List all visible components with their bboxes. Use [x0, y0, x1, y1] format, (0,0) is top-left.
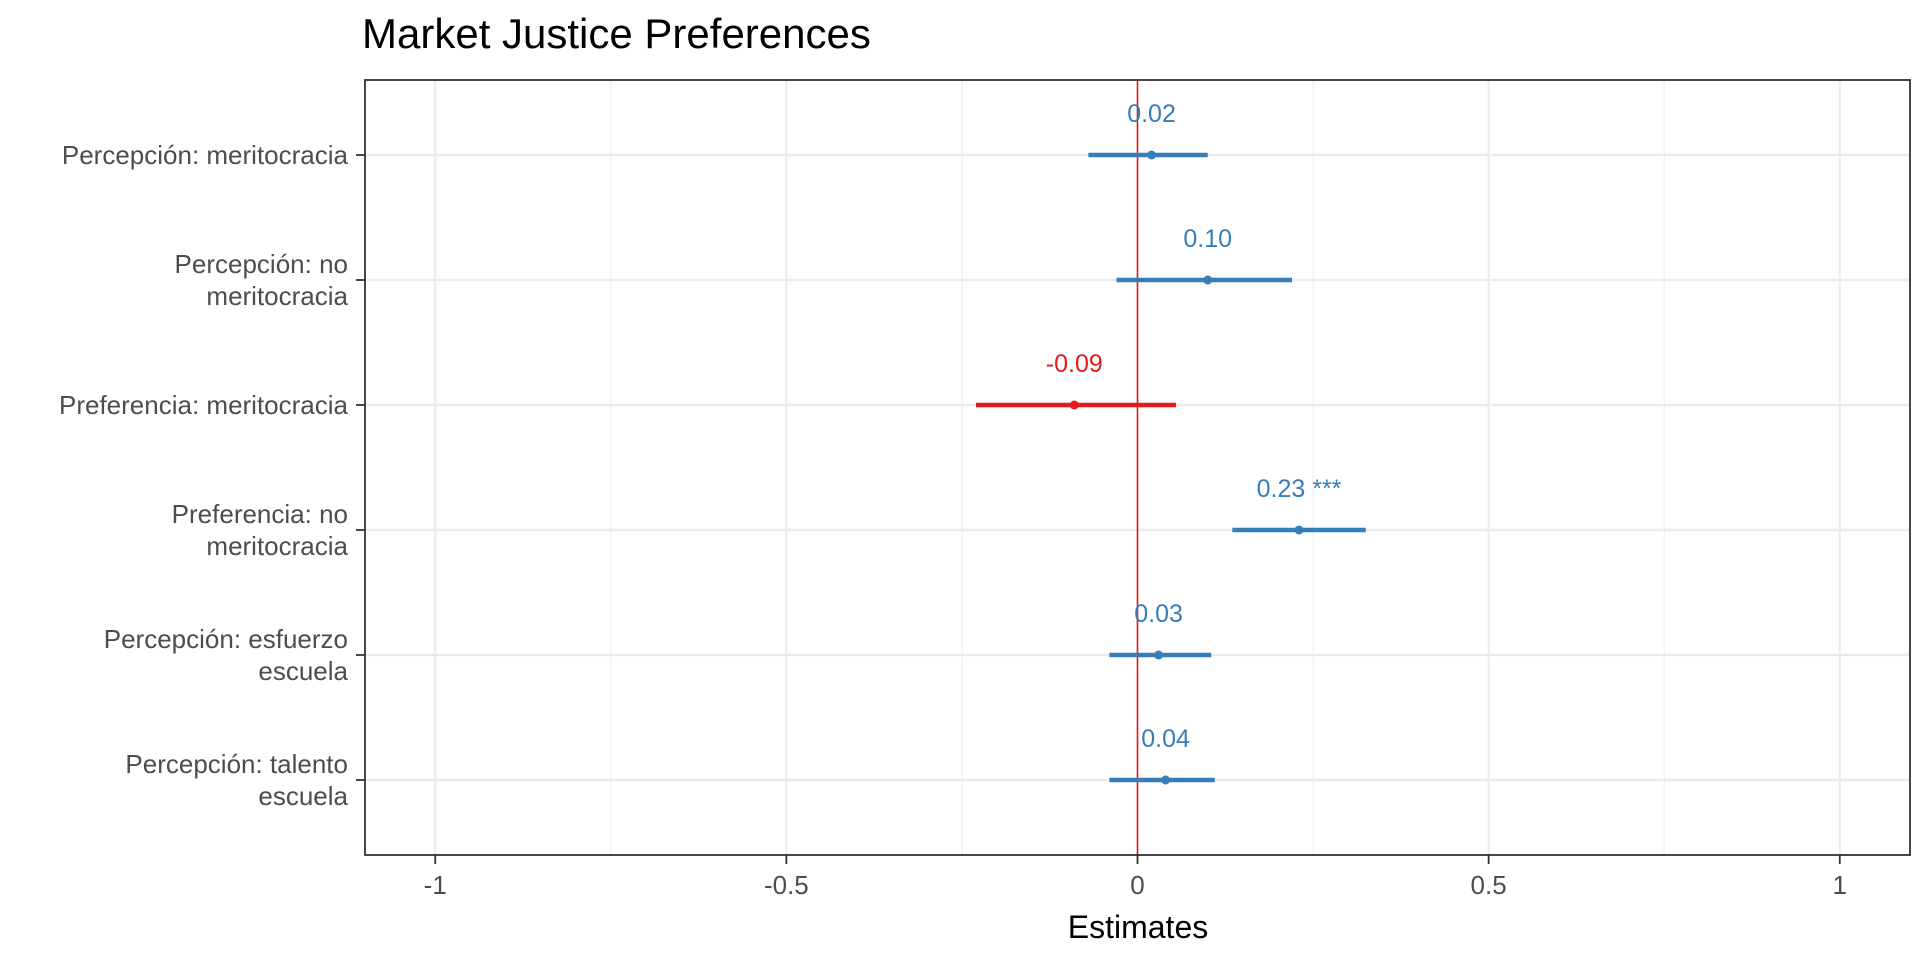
estimate-point: [1154, 650, 1164, 660]
estimate-label: 0.23 ***: [1257, 475, 1342, 503]
estimate-marks: 0.02 0.10 -0.09 0.23 *** 0.03 0.04: [975, 100, 1366, 785]
estimate-point: [1147, 150, 1157, 160]
x-tick-label: -0.5: [764, 870, 809, 900]
y-tick-label: Percepción: esfuerzo escuela: [104, 624, 349, 686]
y-tick-label: Preferencia: no meritocracia: [172, 499, 349, 561]
x-tick-label: -1: [424, 870, 447, 900]
estimate-label: -0.09: [1046, 350, 1103, 378]
y-tick-label: Percepción: talento escuela: [125, 749, 348, 811]
estimate-point: [1069, 400, 1079, 410]
estimate-label: 0.02: [1127, 100, 1176, 128]
estimate-point: [1203, 275, 1213, 285]
x-tick-label: 0.5: [1471, 870, 1507, 900]
y-axis: Percepción: meritocracia Percepción: no me…: [59, 140, 365, 811]
estimate-point: [1161, 775, 1171, 785]
x-tick-label: 0: [1130, 870, 1144, 900]
estimate-label: 0.10: [1183, 225, 1232, 253]
estimate-point: [1294, 525, 1304, 535]
estimate-label: 0.03: [1134, 600, 1183, 628]
chart-title: Market Justice Preferences: [362, 10, 871, 57]
x-axis: -1 -0.5 0 0.5 1: [424, 855, 1847, 900]
y-tick-label: Percepción: no meritocracia: [175, 249, 349, 311]
y-tick-label: Preferencia: meritocracia: [59, 390, 349, 420]
x-axis-label: Estimates: [1068, 909, 1208, 945]
x-tick-label: 1: [1833, 870, 1847, 900]
y-tick-label: Percepción: meritocracia: [62, 140, 349, 170]
estimate-label: 0.04: [1141, 725, 1190, 753]
